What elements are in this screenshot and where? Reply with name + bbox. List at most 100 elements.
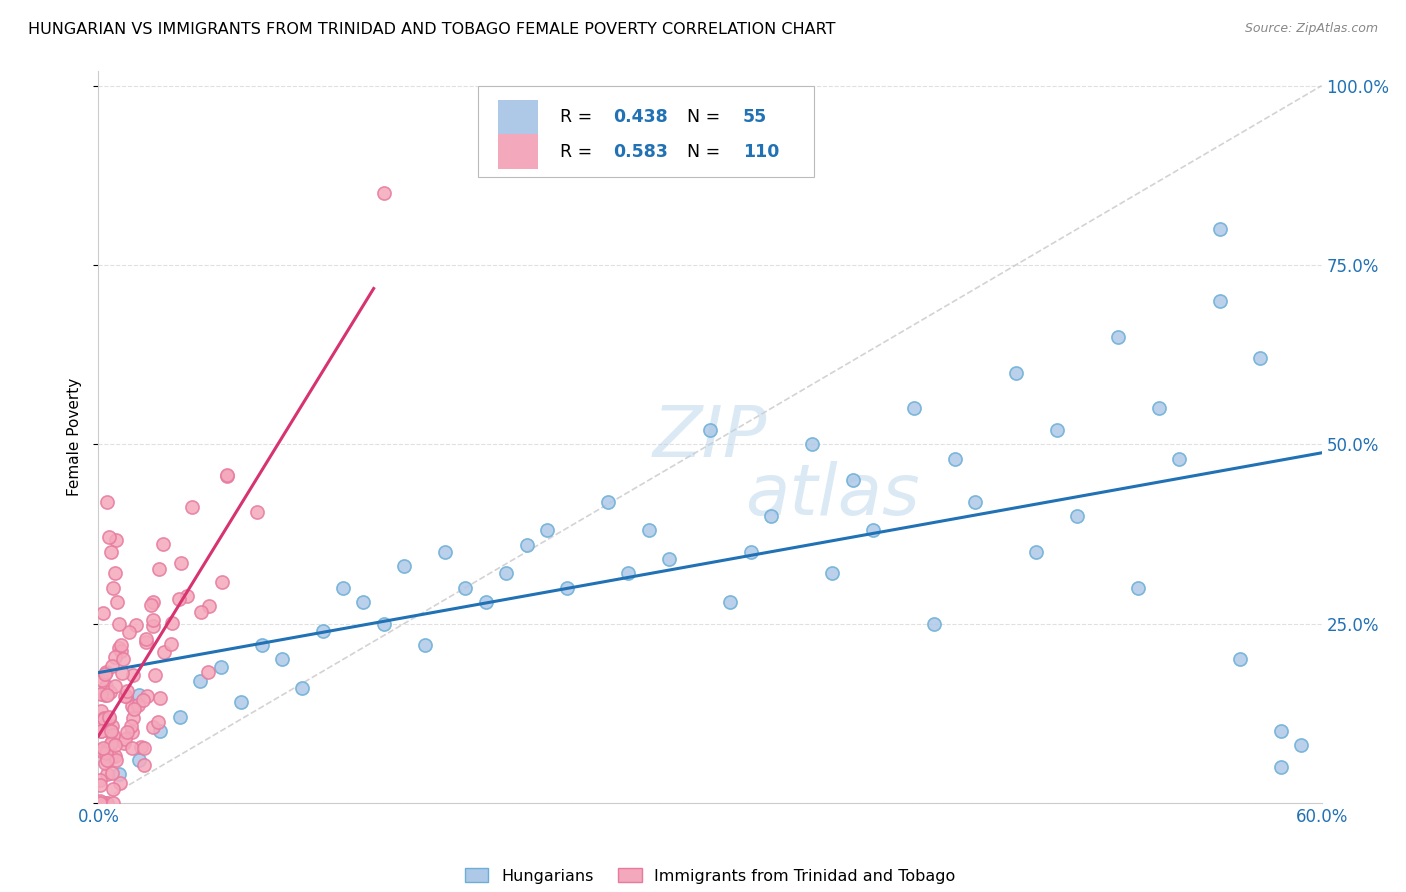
Point xyxy=(1209,293,1232,308)
Point xyxy=(638,524,661,538)
Point xyxy=(169,710,191,724)
Point xyxy=(93,712,115,726)
Point xyxy=(454,581,477,595)
Point xyxy=(96,754,118,768)
Point xyxy=(94,756,117,771)
Point xyxy=(170,556,193,570)
Point xyxy=(146,714,169,729)
Point xyxy=(392,559,416,574)
Point xyxy=(100,545,122,559)
Point xyxy=(128,753,150,767)
Point xyxy=(141,613,163,627)
Point xyxy=(91,796,114,810)
Point xyxy=(101,581,124,595)
Point xyxy=(270,652,294,666)
Point xyxy=(121,725,143,739)
Point xyxy=(413,638,436,652)
Point xyxy=(101,781,124,796)
Point xyxy=(1229,652,1251,666)
Point xyxy=(104,566,127,581)
Point xyxy=(215,467,238,482)
Point xyxy=(536,524,558,538)
Point xyxy=(94,717,117,731)
Point xyxy=(101,796,124,810)
Point xyxy=(132,693,155,707)
Point xyxy=(516,538,538,552)
Y-axis label: Female Poverty: Female Poverty xyxy=(66,378,82,496)
Point xyxy=(110,638,132,652)
Point xyxy=(98,711,121,725)
Point xyxy=(104,679,127,693)
Point xyxy=(198,599,221,613)
Legend: Hungarians, Immigrants from Trinidad and Tobago: Hungarians, Immigrants from Trinidad and… xyxy=(458,862,962,890)
Point xyxy=(434,545,457,559)
Point xyxy=(132,758,155,772)
Point xyxy=(373,186,395,201)
Point xyxy=(91,745,114,759)
Point xyxy=(142,595,165,609)
Point xyxy=(557,581,579,595)
Point xyxy=(965,494,987,508)
Point xyxy=(167,592,190,607)
Point xyxy=(114,689,136,703)
Point xyxy=(96,494,118,508)
Point xyxy=(1066,508,1088,523)
Point xyxy=(143,667,166,681)
Point xyxy=(598,494,620,508)
Point xyxy=(100,724,122,739)
Point xyxy=(176,590,198,604)
Point xyxy=(190,605,212,619)
Point xyxy=(96,688,118,702)
Text: Source: ZipAtlas.com: Source: ZipAtlas.com xyxy=(1244,22,1378,36)
Point xyxy=(111,652,134,666)
Point xyxy=(105,753,128,767)
Point xyxy=(352,595,374,609)
Point xyxy=(127,698,149,712)
Point xyxy=(246,505,269,519)
Point xyxy=(104,533,127,548)
Point xyxy=(1004,366,1026,380)
Text: 0.583: 0.583 xyxy=(613,143,668,161)
Point xyxy=(1291,739,1313,753)
Text: R =: R = xyxy=(560,109,598,127)
Point xyxy=(761,508,783,523)
Point xyxy=(197,665,219,679)
Point xyxy=(152,537,174,551)
Point xyxy=(250,638,273,652)
Point xyxy=(135,632,157,646)
Point xyxy=(209,659,232,673)
Point xyxy=(90,723,112,738)
Point xyxy=(112,736,135,750)
Point xyxy=(91,740,114,755)
Point xyxy=(101,659,124,673)
Point xyxy=(93,666,115,681)
Text: HUNGARIAN VS IMMIGRANTS FROM TRINIDAD AND TOBAGO FEMALE POVERTY CORRELATION CHAR: HUNGARIAN VS IMMIGRANTS FROM TRINIDAD AN… xyxy=(28,22,835,37)
Text: 55: 55 xyxy=(742,109,768,127)
Text: N =: N = xyxy=(686,143,725,161)
Point xyxy=(124,618,146,632)
Point xyxy=(148,562,170,576)
Point xyxy=(114,731,136,746)
Point xyxy=(117,684,139,698)
Point xyxy=(100,735,122,749)
Point xyxy=(121,698,143,713)
Point xyxy=(1147,401,1170,416)
Point xyxy=(97,531,120,545)
Point xyxy=(114,689,136,703)
Point xyxy=(90,687,112,701)
Point xyxy=(617,566,640,581)
Point xyxy=(89,772,111,787)
Point xyxy=(373,616,395,631)
Point xyxy=(129,739,152,754)
Point xyxy=(90,673,112,687)
Point xyxy=(142,720,165,734)
Point xyxy=(118,625,141,640)
Point xyxy=(120,719,142,733)
Point xyxy=(90,743,112,757)
Point xyxy=(188,673,212,688)
Point xyxy=(122,710,145,724)
Point xyxy=(699,423,721,437)
Point xyxy=(1167,451,1189,466)
Point xyxy=(291,681,314,695)
Point xyxy=(903,401,925,416)
